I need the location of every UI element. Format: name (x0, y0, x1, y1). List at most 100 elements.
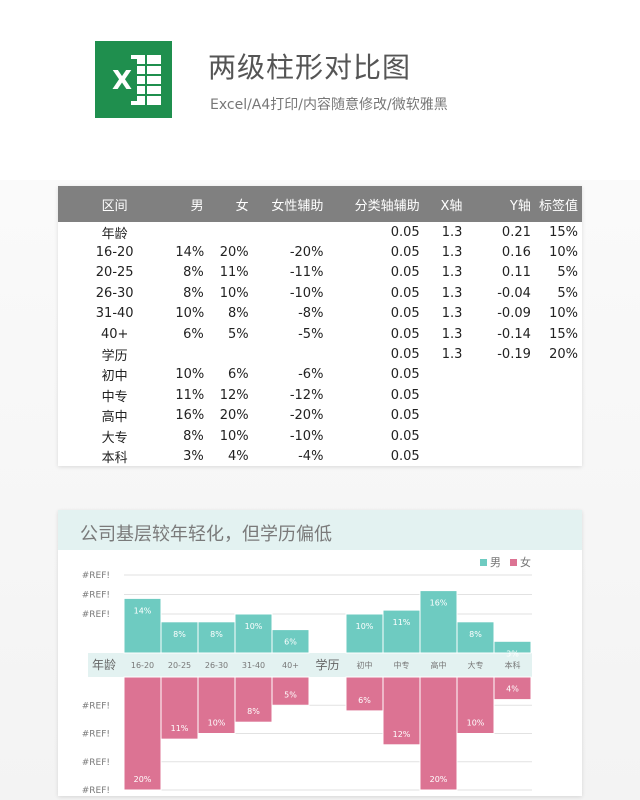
table-cell: 6% (183, 326, 204, 342)
y-tick-label: #REF! (82, 730, 110, 740)
table-cell: 1.3 (441, 224, 463, 240)
table-cell: 0.05 (390, 347, 420, 363)
table-row: 40+ 6% 5% -5% 0.05 1.3 -0.14 15% (58, 324, 582, 344)
table-row: 大专 8% 10% -10% 0.05 (58, 426, 582, 446)
female-bar (345, 676, 384, 712)
svg-text:X: X (112, 66, 132, 96)
table-cell: 年龄 (101, 226, 128, 242)
table-cell (535, 385, 582, 405)
table-cell: -10% (289, 285, 324, 301)
category-label: 16-20 (131, 661, 154, 670)
y-tick-label: #REF! (82, 571, 110, 581)
data-table-card: 区间 男 女 女性辅助 分类轴辅助 X轴 Y轴 标签值 年龄 0.05 1.3 0.2… (58, 186, 582, 466)
category-label: 大专 (468, 660, 484, 670)
group-label: 年龄 (92, 658, 116, 672)
y-tick-label: #REF! (82, 610, 110, 620)
male-bar-label: 14% (134, 606, 152, 615)
y-tick-label: #REF! (82, 701, 110, 711)
table-cell: -8% (298, 306, 324, 322)
table-cell: 1.3 (441, 245, 463, 261)
female-bar-label: 12% (393, 730, 411, 739)
table-cell: 20% (219, 245, 249, 261)
table-cell: 6% (227, 367, 249, 383)
table-row: 20-25 8% 11% -11% 0.05 1.3 0.11 5% (58, 263, 582, 283)
table-row: 本科 3% 4% -4% 0.05 (58, 446, 582, 466)
table-row: 16-20 14% 20% -20% 0.05 1.3 0.16 10% (58, 242, 582, 262)
column-header: 区间 (58, 186, 172, 222)
table-cell: 11% (175, 387, 205, 403)
table-cell: -20% (289, 245, 324, 261)
female-bar (271, 676, 310, 706)
table-cell: 40+ (100, 326, 129, 342)
table-cell: -0.19 (497, 347, 531, 363)
category-label: 本科 (505, 660, 521, 670)
male-bar (419, 590, 458, 654)
table-cell: 大专 (101, 430, 128, 446)
female-bar-label: 20% (134, 775, 152, 784)
female-bar-label: 20% (430, 775, 448, 784)
table-cell: 10% (549, 306, 578, 322)
category-label: 高中 (431, 660, 447, 670)
table-cell: 0.05 (390, 245, 420, 261)
column-header: Y轴 (466, 186, 535, 222)
legend-swatch-male (480, 559, 487, 566)
table-cell: 0.05 (390, 326, 420, 342)
table-cell: 0.05 (390, 265, 420, 281)
table-cell (535, 426, 582, 446)
table-cell: 12% (219, 387, 249, 403)
table-cell: 26-30 (95, 285, 134, 301)
table-row: 初中 10% 6% -6% 0.05 (58, 365, 582, 385)
male-bar-label: 3% (506, 649, 519, 658)
table-cell: 中专 (101, 389, 128, 405)
male-bar (234, 613, 273, 654)
table-cell (466, 446, 534, 466)
column-header: 分类轴辅助 (327, 186, 424, 222)
table-cell (535, 446, 582, 466)
category-label: 40+ (282, 661, 299, 670)
table-cell: -6% (298, 367, 324, 383)
table-cell: 10% (175, 367, 205, 383)
male-bar (456, 621, 495, 654)
table-cell: 16% (175, 408, 205, 424)
table-cell: 14% (175, 245, 205, 261)
table-cell: 5% (227, 326, 249, 342)
chart-card: 公司基层较年轻化，但学历偏低 #REF! #REF! #REF! #REF! #REF!… (58, 510, 582, 796)
chart-title: 公司基层较年轻化，但学历偏低 (80, 524, 332, 545)
female-bar-label: 11% (171, 724, 189, 733)
table-cell: 0.11 (501, 265, 531, 281)
table-cell: 0.05 (390, 408, 420, 424)
table-cell: 20% (549, 347, 578, 363)
female-bar-label: 6% (358, 696, 371, 705)
table-cell (424, 365, 467, 385)
category-label: 26-30 (205, 661, 228, 670)
table-cell: 0.05 (390, 367, 420, 383)
table-row: 中专 11% 12% -12% 0.05 (58, 385, 582, 405)
female-bar-label: 5% (284, 690, 297, 699)
male-bar-label: 11% (393, 618, 411, 627)
chart-title-band (58, 510, 582, 550)
table-cell: 0.05 (390, 285, 420, 301)
table-cell: 1.3 (441, 326, 463, 342)
table-cell: 10% (175, 306, 205, 322)
table-cell: 31-40 (95, 306, 134, 322)
category-axis-band (88, 653, 532, 677)
column-header: 女 (207, 186, 253, 222)
table-cell: 16-20 (95, 245, 134, 261)
table-cell: -5% (298, 326, 324, 342)
column-header: 男 (171, 186, 208, 222)
table-row: 26-30 8% 10% -10% 0.05 1.3 -0.04 5% (58, 283, 582, 303)
male-bar-label: 16% (430, 599, 448, 608)
table-cell: 0.05 (390, 448, 420, 464)
female-bar-label: 4% (506, 685, 519, 694)
table-cell: 1.3 (441, 347, 463, 363)
excel-icon: X (95, 41, 172, 118)
male-bar (271, 629, 310, 654)
table-cell: 学历 (101, 349, 128, 365)
page-title: 两级柱形对比图 (208, 51, 412, 84)
table-cell (171, 344, 207, 364)
group-label: 学历 (315, 657, 339, 672)
female-bar (234, 676, 273, 723)
table-cell: 5% (557, 285, 578, 301)
table-cell: 本科 (101, 450, 128, 466)
table-cell: 1.3 (441, 265, 463, 281)
